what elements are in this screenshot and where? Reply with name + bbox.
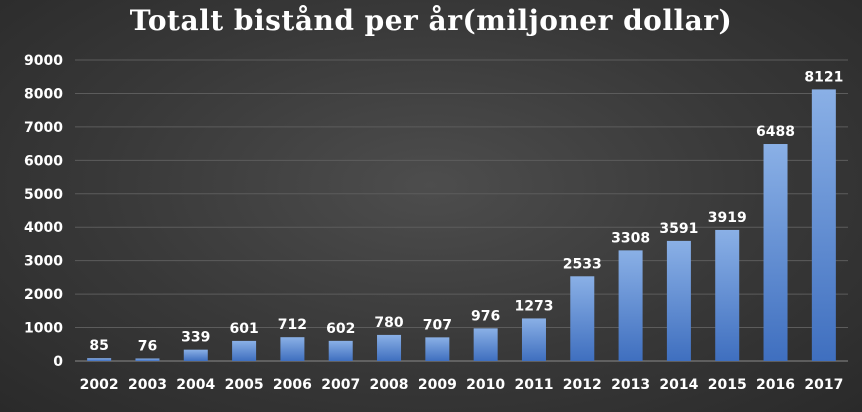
x-tick-label: 2009 bbox=[418, 377, 457, 393]
y-tick-label: 0 bbox=[53, 354, 63, 370]
data-label: 780 bbox=[374, 315, 403, 331]
data-label: 3308 bbox=[611, 230, 650, 246]
data-label: 1273 bbox=[514, 298, 553, 314]
y-tick-label: 4000 bbox=[24, 220, 63, 236]
y-tick-label: 3000 bbox=[24, 254, 63, 270]
data-label: 3919 bbox=[708, 210, 747, 226]
y-tick-label: 1000 bbox=[24, 321, 63, 337]
bar bbox=[521, 318, 546, 361]
bar bbox=[183, 349, 208, 361]
data-label: 6488 bbox=[756, 124, 795, 140]
grid-lines bbox=[75, 59, 848, 362]
data-label: 76 bbox=[138, 338, 157, 354]
bar bbox=[715, 229, 740, 361]
bars bbox=[87, 89, 836, 361]
bar bbox=[425, 337, 450, 361]
x-tick-label: 2007 bbox=[321, 377, 360, 393]
data-label: 85 bbox=[89, 338, 108, 354]
data-label: 602 bbox=[326, 321, 355, 337]
bar bbox=[232, 340, 257, 361]
data-label: 3591 bbox=[659, 221, 698, 237]
x-tick-label: 2014 bbox=[659, 377, 698, 393]
bar bbox=[570, 276, 595, 361]
x-tick-label: 2011 bbox=[514, 377, 553, 393]
bar bbox=[473, 328, 498, 361]
x-tick-label: 2015 bbox=[708, 377, 747, 393]
x-tick-label: 2005 bbox=[225, 377, 264, 393]
chart-title: Totalt bistånd per år(miljoner dollar) bbox=[129, 4, 733, 37]
data-label: 339 bbox=[181, 330, 210, 346]
data-label: 601 bbox=[229, 321, 258, 337]
y-tick-label: 5000 bbox=[24, 187, 63, 203]
x-tick-label: 2006 bbox=[273, 377, 312, 393]
bar bbox=[377, 334, 402, 361]
bar bbox=[280, 337, 305, 361]
data-label: 712 bbox=[278, 317, 307, 333]
x-tick-label: 2008 bbox=[370, 377, 409, 393]
data-label: 2533 bbox=[563, 256, 602, 272]
x-tick-label: 2012 bbox=[563, 377, 602, 393]
data-labels: 85 76 339 601 712 602 780 707 976 1273 2533 3308 359… bbox=[89, 69, 843, 354]
data-label: 976 bbox=[471, 308, 500, 324]
x-tick-label: 2017 bbox=[804, 377, 843, 393]
y-tick-label: 2000 bbox=[24, 287, 63, 303]
bar bbox=[87, 358, 112, 361]
x-tick-label: 2016 bbox=[756, 377, 795, 393]
y-axis-ticks: 0 1000 2000 3000 4000 5000 6000 7000 8000 9000 bbox=[24, 53, 63, 370]
bar bbox=[135, 358, 160, 361]
x-tick-label: 2004 bbox=[176, 377, 215, 393]
x-tick-label: 2010 bbox=[466, 377, 505, 393]
x-axis-ticks: 2002 2003 2004 2005 2006 2007 2008 2009 2010 2011… bbox=[80, 377, 844, 393]
x-tick-label: 2003 bbox=[128, 377, 167, 393]
data-label: 8121 bbox=[804, 69, 843, 85]
bar bbox=[666, 240, 691, 361]
y-tick-label: 7000 bbox=[24, 120, 63, 136]
bar bbox=[811, 89, 836, 361]
x-tick-label: 2002 bbox=[80, 377, 119, 393]
bar bbox=[618, 250, 643, 361]
y-tick-label: 9000 bbox=[24, 53, 63, 69]
y-tick-label: 8000 bbox=[24, 86, 63, 102]
y-tick-label: 6000 bbox=[24, 153, 63, 169]
bar bbox=[763, 144, 788, 361]
data-label: 707 bbox=[423, 317, 452, 333]
x-tick-label: 2013 bbox=[611, 377, 650, 393]
bar bbox=[328, 340, 353, 361]
